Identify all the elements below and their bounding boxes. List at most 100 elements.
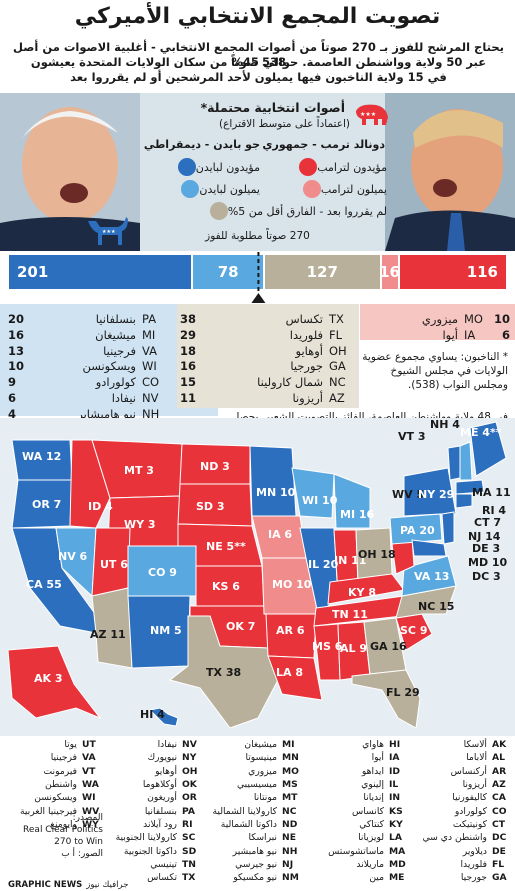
state-name: فلوريدا	[289, 327, 323, 342]
state-index-abbr: FL	[492, 858, 505, 870]
state-index-name: ديلاوير	[462, 845, 487, 857]
state-index-name: نيو جيرسي	[235, 858, 277, 870]
state-index-row: وايومنغ WY	[8, 818, 104, 831]
state-index-name: نيو هامبشير	[232, 845, 277, 857]
state-name: نيو هامبشاير	[77, 406, 136, 421]
map-label-id: ID 4	[88, 500, 113, 513]
state-index-row: كاليفورنيا CA	[418, 791, 514, 804]
lean-trump-table: ميزوري MO 10 أيوا IA 6	[362, 312, 510, 344]
state-name: شمال كارولينا	[257, 375, 323, 390]
bar-value-solid-trump: 116	[466, 263, 498, 281]
us-map: WA 12 OR 7 CA 55 NV 6 ID 4 MT 3 WY 3 UT 6 AZ 11 C…	[0, 418, 515, 736]
biden-label: جو بايدن - ديمقراطي	[143, 138, 260, 151]
state-FL	[351, 669, 421, 729]
state-row-mi: 16 ميشيغان MI	[8, 328, 168, 344]
state-index-name: نبراسكا	[248, 832, 277, 844]
state-row-nh: 4 نيو هامبشاير NH	[8, 407, 168, 423]
state-index-name: أوكلاهوما	[142, 779, 177, 791]
lean-trump-swatch	[302, 180, 321, 198]
state-index-row: إلينوي IL	[315, 778, 411, 791]
state-index-row: ميزوري MO	[208, 765, 304, 778]
state-index-abbr: NV	[182, 739, 197, 751]
map-label-nv: NV 6	[58, 550, 88, 563]
state-index-abbr: WY	[82, 818, 99, 830]
state-index-abbr: GA	[492, 872, 507, 884]
state-row-pa: 20 بنسلفانيا PA	[8, 312, 168, 328]
state-name: تكساس	[285, 312, 323, 326]
state-index-abbr: KY	[389, 818, 403, 830]
state-name: ويسكونسن	[82, 359, 136, 374]
state-name: كولورادو	[95, 375, 136, 390]
state-index-row: أوكلاهوما OK	[108, 778, 204, 791]
state-index-name: نيفادا	[157, 739, 177, 751]
state-index-name: بنسلفانيا	[144, 805, 177, 817]
map-label-ak: AK 3	[34, 672, 63, 685]
state-index-abbr: TX	[182, 872, 196, 884]
state-index-abbr: NJ	[282, 858, 294, 870]
state-abbr: WI	[142, 359, 157, 374]
state-index-row: هاواي HI	[315, 738, 411, 751]
state-index-row: ماريلاند MD	[315, 858, 411, 871]
state-votes: 9	[8, 375, 17, 390]
state-index-abbr: NM	[282, 872, 299, 884]
map-label-ri: RI 4	[482, 504, 507, 517]
state-row-az: 11 أريزونا AZ	[180, 391, 355, 407]
intro-line-1: يحتاج المرشح للفوز بـ 270 صوتاً من أصوات…	[13, 40, 504, 69]
legend-item-lean-biden: يميلون لبايدن	[175, 180, 260, 198]
state-index-name: واشنطن دي سي	[422, 832, 487, 844]
state-index-name: أريزونا	[462, 779, 487, 791]
state-row-ga: 16 جورجيا GA	[180, 359, 355, 375]
map-label-mo: MO 10	[272, 578, 312, 591]
electoral-vote-bar: 201 78 127 16 116	[8, 254, 507, 290]
state-votes: 15	[180, 375, 197, 390]
state-index-abbr: MA	[389, 845, 406, 857]
legend-item-label: مؤيدون لبايدن	[195, 160, 260, 174]
tossup-table: 38 تكساس TX 29 فلوريدا FL 18 أوهايو OH 16 جورجيا GA…	[180, 312, 355, 407]
state-index-row: لويزيانا LA	[315, 831, 411, 844]
state-index-row: واشنطن دي سي DC	[418, 831, 514, 844]
state-index-name: هاواي	[362, 739, 384, 751]
state-index-name: إنديانا	[363, 792, 384, 804]
state-index-name: كانساس	[352, 805, 384, 817]
state-index-abbr: OH	[182, 765, 198, 777]
state-index-row: أريزونا AZ	[418, 778, 514, 791]
state-index-row: يوتا UT	[8, 738, 104, 751]
bar-segment-lean-trump: 16	[379, 255, 400, 289]
state-abbr: IA	[464, 327, 476, 342]
map-label-ut: UT 6	[100, 558, 128, 571]
state-votes: 29	[180, 327, 197, 342]
legend-panel: ★★★ ★★★ أصوات انتخابية محتملة* (اعتماداً…	[0, 93, 515, 251]
state-row-oh: 18 أوهايو OH	[180, 344, 355, 360]
map-label-wv: WV 5	[392, 488, 425, 501]
state-index-row: مينيسوتا MN	[208, 751, 304, 764]
state-index-abbr: DC	[492, 832, 507, 844]
map-label-ne: NE 5**	[206, 540, 246, 553]
map-label-ga: GA 16	[370, 640, 407, 653]
state-index-name: نيويورك	[147, 752, 177, 764]
state-index-column: هاواي HI أيوا IA ايداهو ID إلينوي IL إنديانا IN كا…	[315, 738, 411, 884]
state-index-abbr: NH	[282, 845, 298, 857]
state-index-row: فرجينيا VA	[8, 751, 104, 764]
footer-credit: GRAPHIC NEWS جرافيك نيوز	[8, 880, 515, 891]
state-index-row: كنتاكي KY	[315, 818, 411, 831]
state-votes: 16	[180, 359, 197, 374]
state-votes: 6	[501, 327, 510, 342]
state-index-name: أيوا	[371, 752, 384, 764]
map-label-nj: NJ 14	[468, 530, 501, 543]
state-abbr: TX	[329, 312, 344, 326]
source-270: 270 to Win	[54, 837, 103, 847]
state-index-name: كارولاينا الشمالية	[212, 805, 278, 817]
state-index-name: ألاباما	[466, 752, 487, 764]
state-index-row: رود آيلاند RI	[108, 818, 204, 831]
state-index-column: يوتا UT فرجينيا VA فيرمونت VT واشنطن WA ويسكونسن…	[8, 738, 104, 831]
bar-value-tossup: 127	[306, 263, 338, 281]
state-index-name: تكساس	[147, 872, 177, 884]
solid-trump-swatch	[299, 158, 318, 176]
state-index-row: ديلاوير DE	[418, 844, 514, 857]
state-index-row: ماساتشوستس MA	[315, 844, 411, 857]
state-index-name: فيرمونت	[43, 765, 77, 777]
state-index-name: ميسيسيبي	[236, 779, 277, 791]
state-index-name: مين	[369, 872, 384, 884]
state-index-row: ميشيغان MI	[208, 738, 304, 751]
lean-biden-swatch	[181, 180, 200, 198]
